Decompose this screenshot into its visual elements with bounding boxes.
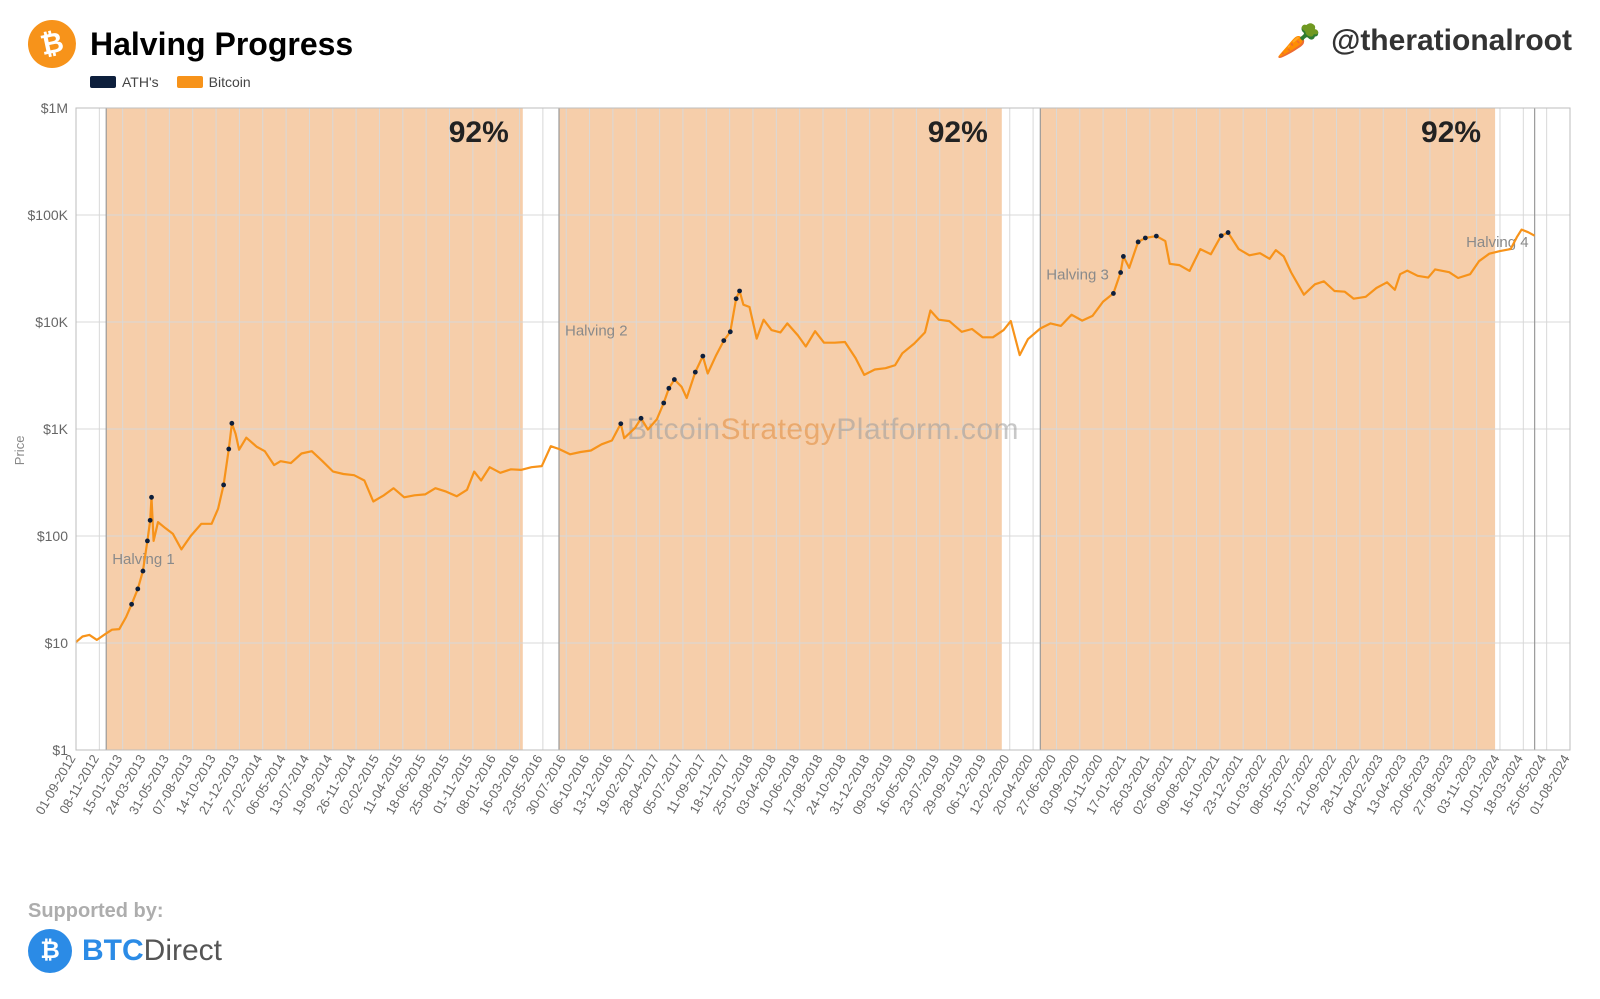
btcdirect-logo-icon: ₿ <box>28 929 72 973</box>
header: ₿ Halving Progress ATH's Bitcoin 🥕 @thera… <box>0 0 1600 94</box>
ath-marker <box>700 354 705 359</box>
ath-marker <box>728 329 733 334</box>
ath-marker <box>737 289 742 294</box>
halving-label: Halving 2 <box>565 322 628 339</box>
cycle-progress-label: 92% <box>928 116 988 149</box>
ath-marker <box>618 421 623 426</box>
halving-label: Halving 3 <box>1046 266 1109 283</box>
ath-marker <box>1219 233 1224 238</box>
ath-marker <box>1143 236 1148 241</box>
ath-marker <box>672 377 677 382</box>
ath-marker <box>1136 240 1141 245</box>
legend-item: ATH's <box>90 74 159 90</box>
footer: Supported by: ₿ BTCDirect <box>28 900 222 973</box>
sponsor-name: BTCDirect <box>82 934 222 968</box>
y-tick-label: $100 <box>37 528 68 544</box>
ath-marker <box>1226 230 1231 235</box>
cycle-progress-label: 92% <box>1421 116 1481 149</box>
y-tick-label: $10K <box>35 314 68 330</box>
ath-marker <box>221 483 226 488</box>
chart-title: Halving Progress <box>90 26 353 63</box>
ath-marker <box>661 401 666 406</box>
ath-marker <box>145 538 150 543</box>
ath-marker <box>149 495 154 500</box>
title-block: ₿ Halving Progress ATH'sBitcoin <box>28 20 353 90</box>
author-handle-block: 🥕 @therationalroot <box>1276 20 1572 62</box>
carrot-icon: 🥕 <box>1276 20 1321 62</box>
y-tick-label: $10 <box>45 635 69 651</box>
ath-marker <box>1111 291 1116 296</box>
ath-marker <box>1121 254 1126 259</box>
ath-marker <box>734 296 739 301</box>
ath-marker <box>693 370 698 375</box>
legend-swatch <box>177 76 203 88</box>
y-axis-label: Price <box>12 436 27 466</box>
chart-svg: $1$10$100$1K$10K$100K$1M01-09-201208-11-… <box>14 100 1574 860</box>
sponsor-block: ₿ BTCDirect <box>28 929 222 973</box>
ath-marker <box>135 587 140 592</box>
cycle-progress-label: 92% <box>449 116 509 149</box>
watermark: BitcoinStrategyPlatform.com <box>627 413 1019 446</box>
legend: ATH's Bitcoin <box>90 74 353 90</box>
author-handle: @therationalroot <box>1331 24 1572 58</box>
ath-marker <box>639 416 644 421</box>
ath-marker <box>721 338 726 343</box>
legend-label: ATH's <box>122 74 159 90</box>
ath-marker <box>129 602 134 607</box>
supported-by-label: Supported by: <box>28 900 222 923</box>
legend-item: Bitcoin <box>177 74 251 90</box>
y-tick-label: $1M <box>41 100 68 116</box>
ath-marker <box>1154 234 1159 239</box>
legend-swatch <box>90 76 116 88</box>
chart-area: Price $1$10$100$1K$10K$100K$1M01-09-2012… <box>14 100 1586 860</box>
ath-marker <box>141 569 146 574</box>
halving-label: Halving 4 <box>1466 234 1529 251</box>
ath-marker <box>1118 270 1123 275</box>
y-tick-label: $100K <box>28 207 69 223</box>
ath-marker <box>148 518 153 523</box>
ath-marker <box>666 386 671 391</box>
bitcoin-logo-icon: ₿ <box>24 16 81 73</box>
ath-marker <box>229 421 234 426</box>
ath-marker <box>226 447 231 452</box>
y-tick-label: $1K <box>43 421 69 437</box>
legend-label: Bitcoin <box>209 74 251 90</box>
